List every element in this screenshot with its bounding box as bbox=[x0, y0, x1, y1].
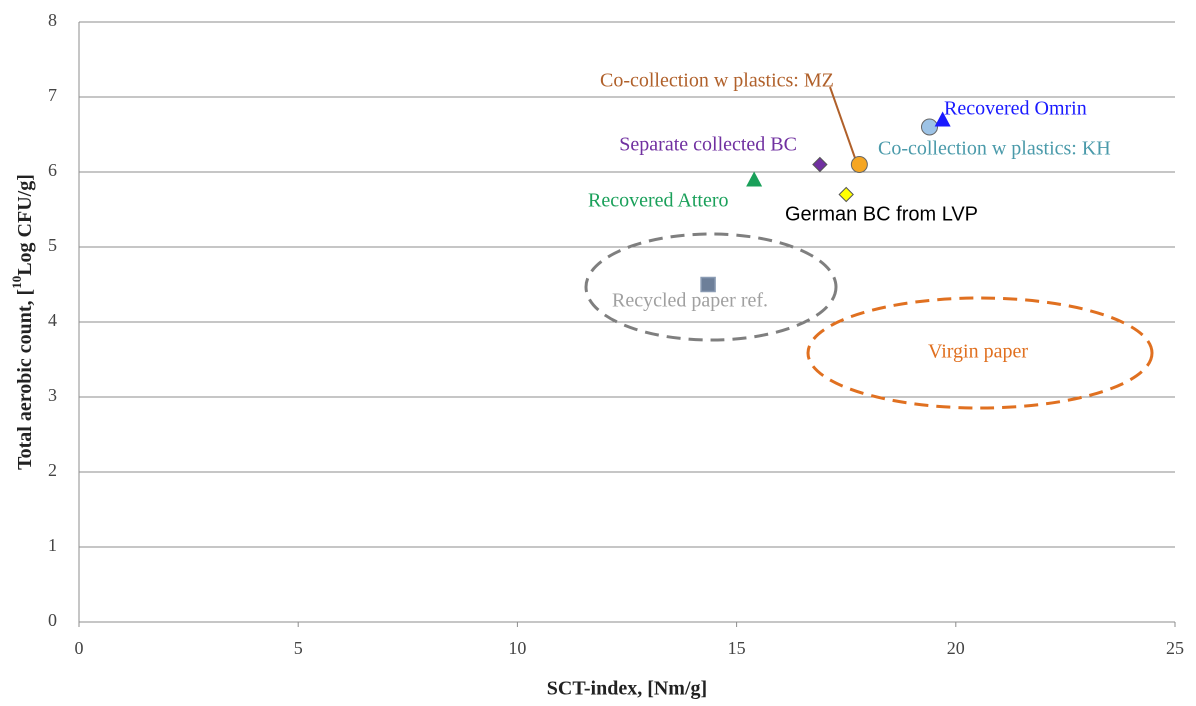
point-label: Co-collection w plastics: KH bbox=[878, 138, 1111, 160]
y-tick-label: 2 bbox=[48, 460, 57, 480]
y-tick-label: 3 bbox=[48, 385, 57, 405]
point-label: Recovered Omrin bbox=[944, 98, 1087, 120]
y-tick-label: 7 bbox=[48, 85, 57, 105]
x-tick-label: 5 bbox=[294, 638, 303, 658]
x-tick-label: 20 bbox=[947, 638, 965, 658]
y-tick-label: 0 bbox=[48, 610, 57, 630]
y-title-sup: 10 bbox=[9, 276, 24, 289]
recycled-region bbox=[584, 232, 838, 342]
point bbox=[746, 171, 763, 187]
leader-line bbox=[829, 86, 856, 159]
y-tick-label: 4 bbox=[48, 310, 57, 330]
y-tick-label: 6 bbox=[48, 160, 57, 180]
annotation: Virgin paper bbox=[928, 341, 1028, 363]
point-label: German BC from LVP bbox=[785, 203, 978, 225]
point bbox=[812, 156, 828, 173]
y-tick-label: 1 bbox=[48, 535, 57, 555]
x-tick-label: 25 bbox=[1166, 638, 1184, 658]
virgin-region bbox=[806, 296, 1154, 410]
x-tick-label: 15 bbox=[728, 638, 746, 658]
x-tick-label: 0 bbox=[75, 638, 84, 658]
y-axis-title: Total aerobic count, [10Log CFU/g] bbox=[9, 174, 36, 470]
x-tick-label: 10 bbox=[508, 638, 526, 658]
y-title-part: Log CFU/g] bbox=[14, 174, 36, 276]
point bbox=[700, 276, 716, 293]
point bbox=[850, 156, 868, 173]
y-tick-label: 5 bbox=[48, 235, 57, 255]
x-axis-title: SCT-index, [Nm/g] bbox=[547, 678, 707, 700]
point-label: Recovered Attero bbox=[588, 190, 729, 212]
point bbox=[838, 186, 854, 203]
point bbox=[920, 118, 938, 136]
point bbox=[934, 111, 951, 127]
y-tick-label: 8 bbox=[48, 10, 57, 30]
point-label: Co-collection w plastics: MZ bbox=[600, 70, 834, 92]
y-title-part: Total aerobic count, [ bbox=[14, 289, 36, 470]
point-label: Recycled paper ref. bbox=[612, 290, 768, 312]
point-label: Separate collected BC bbox=[619, 134, 797, 156]
